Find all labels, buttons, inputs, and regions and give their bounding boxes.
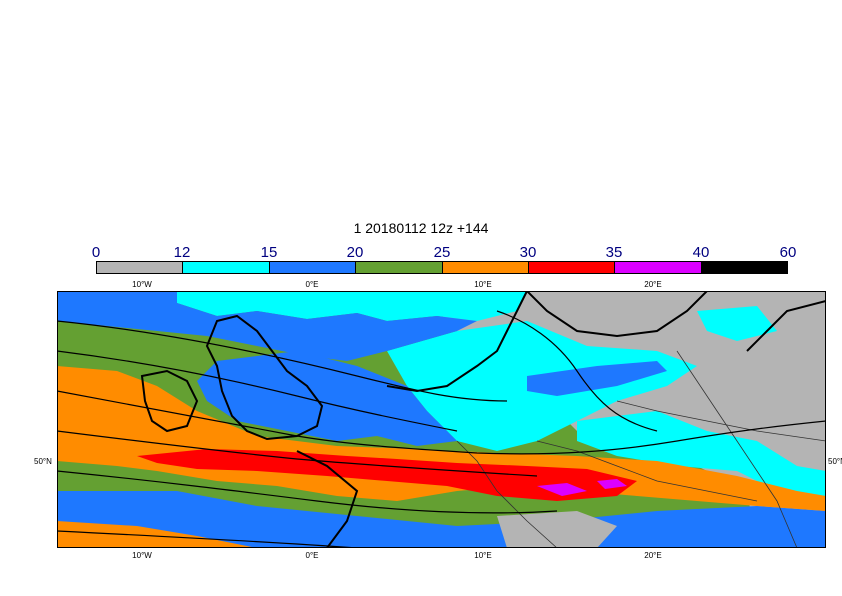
colorbar-segment	[97, 262, 184, 273]
colorbar-label: 40	[692, 244, 710, 261]
lon-label-bottom: 20°E	[644, 551, 662, 560]
colorbar-label: 20	[346, 244, 364, 261]
field-0-12	[497, 511, 617, 548]
map-title: 1 20180112 12z +144	[353, 220, 489, 236]
field-35-40	[537, 483, 587, 496]
colorbar-segment	[442, 262, 529, 273]
colorbar-segment	[528, 262, 616, 273]
country-borders	[456, 350, 826, 548]
field-25-30	[57, 521, 257, 548]
field-30-35	[137, 449, 637, 501]
colorbar-segment	[269, 262, 357, 273]
field-12-15	[697, 306, 777, 341]
colorbar-segment	[356, 262, 443, 273]
colorbar-label: 0	[91, 244, 101, 261]
field-35-40	[597, 479, 627, 489]
colorbar-segment	[183, 262, 270, 273]
field-15-20	[57, 491, 826, 548]
field-12-15	[177, 291, 527, 321]
field-15-20	[57, 291, 477, 361]
lon-label-top: 20°E	[644, 280, 662, 289]
lon-label-bottom: 0°E	[305, 551, 319, 560]
field-15-20	[527, 361, 667, 396]
colorbar-label: 30	[519, 244, 537, 261]
lat-label-right: 50°N	[828, 457, 842, 466]
lon-label-top: 10°W	[132, 280, 152, 289]
lon-label-bottom: 10°W	[132, 551, 152, 560]
colorbar-label: 35	[605, 244, 623, 261]
lat-label-left: 50°N	[34, 457, 52, 466]
colorbar-label: 60	[779, 244, 797, 261]
field-15-20	[197, 351, 457, 446]
colorbar-label: 25	[433, 244, 451, 261]
lon-label-top: 10°E	[474, 280, 492, 289]
field-12-15	[577, 411, 826, 501]
colorbar-label: 12	[173, 244, 191, 261]
colorbar	[96, 261, 788, 274]
colorbar-segment	[701, 262, 787, 273]
map-svg	[57, 291, 826, 548]
colorbar-label: 15	[260, 244, 278, 261]
map-panel	[57, 291, 826, 548]
field-25-30	[57, 366, 826, 511]
lon-label-bottom: 10°E	[474, 551, 492, 560]
lon-label-top: 0°E	[305, 280, 319, 289]
colorbar-segment	[615, 262, 702, 273]
contour-lines	[57, 310, 826, 548]
